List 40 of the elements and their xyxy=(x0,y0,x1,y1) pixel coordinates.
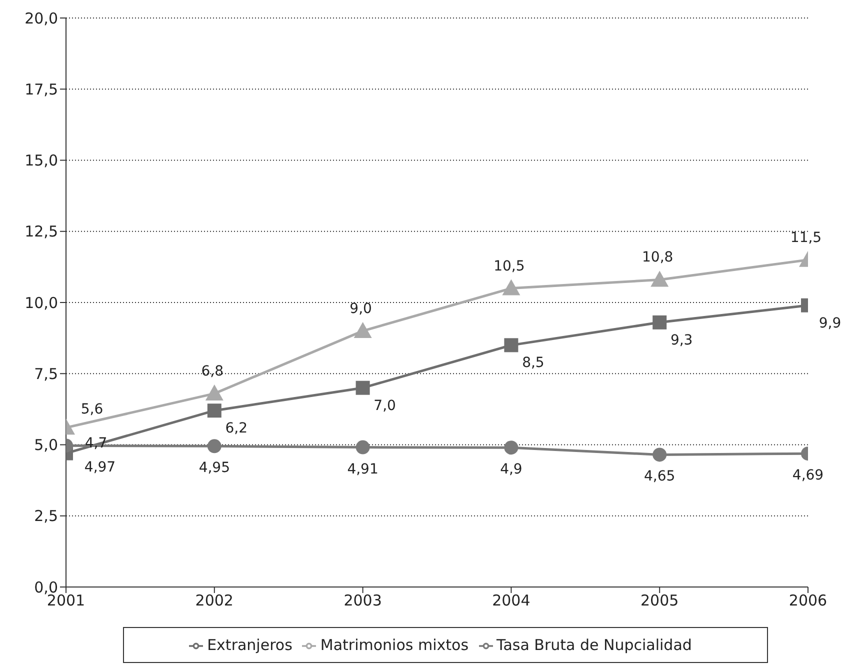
x-tick-label: 2002 xyxy=(195,592,234,610)
data-label: 9,0 xyxy=(350,300,372,317)
y-tick-label: 17,5 xyxy=(24,80,58,98)
data-label: 7,0 xyxy=(374,398,396,414)
y-tick-label: 5,0 xyxy=(34,436,58,454)
x-tick-label: 2001 xyxy=(46,592,86,610)
x-tick-label: 2005 xyxy=(640,592,679,610)
data-label: 10,5 xyxy=(494,258,525,274)
data-label: 4,9 xyxy=(500,462,522,478)
legend-label: Extranjeros xyxy=(207,636,292,654)
data-label: 10,8 xyxy=(642,250,674,266)
legend-label: Matrimonios mixtos xyxy=(320,636,469,654)
point xyxy=(356,380,370,395)
x-tick-label: 2006 xyxy=(788,592,828,610)
data-label: 4,91 xyxy=(347,461,378,478)
data-label: 9,9 xyxy=(818,315,842,332)
x-tick-label: 2004 xyxy=(492,592,530,610)
y-tick-label: 2,5 xyxy=(34,507,58,526)
x-tick-label: 2003 xyxy=(344,592,382,610)
point xyxy=(502,279,520,296)
y-tick-label: 7,5 xyxy=(34,364,58,383)
legend-label: Tasa Bruta de Nupcialidad xyxy=(496,636,692,654)
data-label: 6,2 xyxy=(225,420,248,437)
data-label: 5,6 xyxy=(80,402,104,418)
y-tick-label: 10,0 xyxy=(24,294,58,312)
data-label: 9,3 xyxy=(670,332,693,348)
data-label: 4,95 xyxy=(198,460,230,476)
point xyxy=(504,338,518,352)
point xyxy=(354,322,372,338)
data-label: 11,5 xyxy=(790,230,822,246)
data-label: 6,8 xyxy=(201,364,224,380)
data-label: 4,65 xyxy=(644,468,676,485)
y-tick-label: 12,5 xyxy=(24,222,58,241)
data-label: 4,97 xyxy=(84,460,116,476)
y-tick-label: 15,0 xyxy=(24,152,58,170)
point xyxy=(504,440,518,455)
data-label: 8,5 xyxy=(522,355,544,372)
point xyxy=(356,440,370,454)
data-label: 4,69 xyxy=(792,468,824,484)
y-tick-label: 20,0 xyxy=(24,9,58,28)
